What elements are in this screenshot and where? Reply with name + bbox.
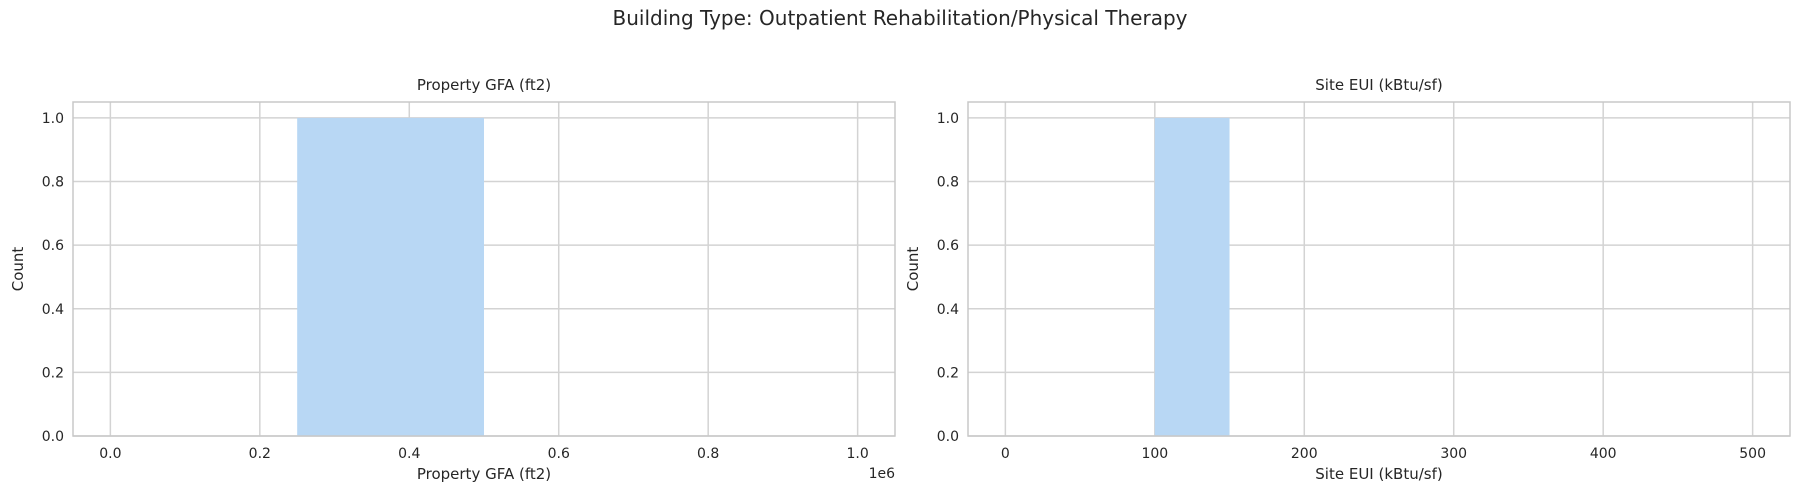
panel-1-y-axis-label: Count: [9, 247, 27, 292]
panel-1-y-tick-label: 1.0: [42, 111, 64, 127]
panel-1-y-tick-label: 0.6: [42, 238, 64, 254]
panel-2-title: Site EUI (kBtu/sf): [1315, 76, 1442, 94]
panel-2-x-tick-label: 300: [1440, 446, 1467, 462]
panel-2-y-tick-label: 0.2: [937, 365, 959, 381]
panel-1-x-axis-label: Property GFA (ft2): [417, 465, 551, 483]
panel-2-x-tick-label: 0: [1001, 446, 1010, 462]
panel-2-x-tick-label: 200: [1291, 446, 1318, 462]
panel-2-y-tick-label: 0.4: [937, 302, 959, 318]
panel-2-y-tick-label: 0.8: [937, 175, 959, 191]
panel-2-y-axis-label: Count: [904, 247, 922, 292]
panel-2-histogram-bar: [1154, 117, 1230, 437]
panel-1-axes-frame: [72, 101, 896, 437]
panel-1-y-tick-label: 0.2: [42, 365, 64, 381]
panel-2-y-tick-label: 1.0: [937, 111, 959, 127]
panel-1-x-offset-label: 1e6: [869, 466, 896, 482]
panel-2-axes-frame: [967, 101, 1791, 437]
panel-2-x-axis-label: Site EUI (kBtu/sf): [1315, 465, 1442, 483]
panel-1-y-tick-label: 0.4: [42, 302, 64, 318]
panel-1-title: Property GFA (ft2): [417, 76, 551, 94]
panel-1-x-tick-label: 0.8: [697, 446, 719, 462]
panel-1-x-tick-label: 0.6: [548, 446, 570, 462]
panel-2-x-tick-label: 500: [1739, 446, 1766, 462]
panel-2-y-tick-label: 0.6: [937, 238, 959, 254]
panel-1-x-tick-label: 0.2: [249, 446, 271, 462]
panel-2-y-tick-label: 0.0: [937, 429, 959, 445]
figure-title: Building Type: Outpatient Rehabilitation…: [612, 6, 1188, 30]
panel-2-x-tick-label: 400: [1590, 446, 1617, 462]
panel-1-x-tick-label: 0.4: [398, 446, 420, 462]
panel-1-y-tick-label: 0.8: [42, 175, 64, 191]
panel-1-y-tick-label: 0.0: [42, 429, 64, 445]
panel-2-x-tick-label: 100: [1141, 446, 1168, 462]
panel-1-x-tick-label: 1.0: [847, 446, 869, 462]
panel-1-histogram-bar: [297, 117, 484, 437]
panel-1-x-tick-label: 0.0: [99, 446, 121, 462]
